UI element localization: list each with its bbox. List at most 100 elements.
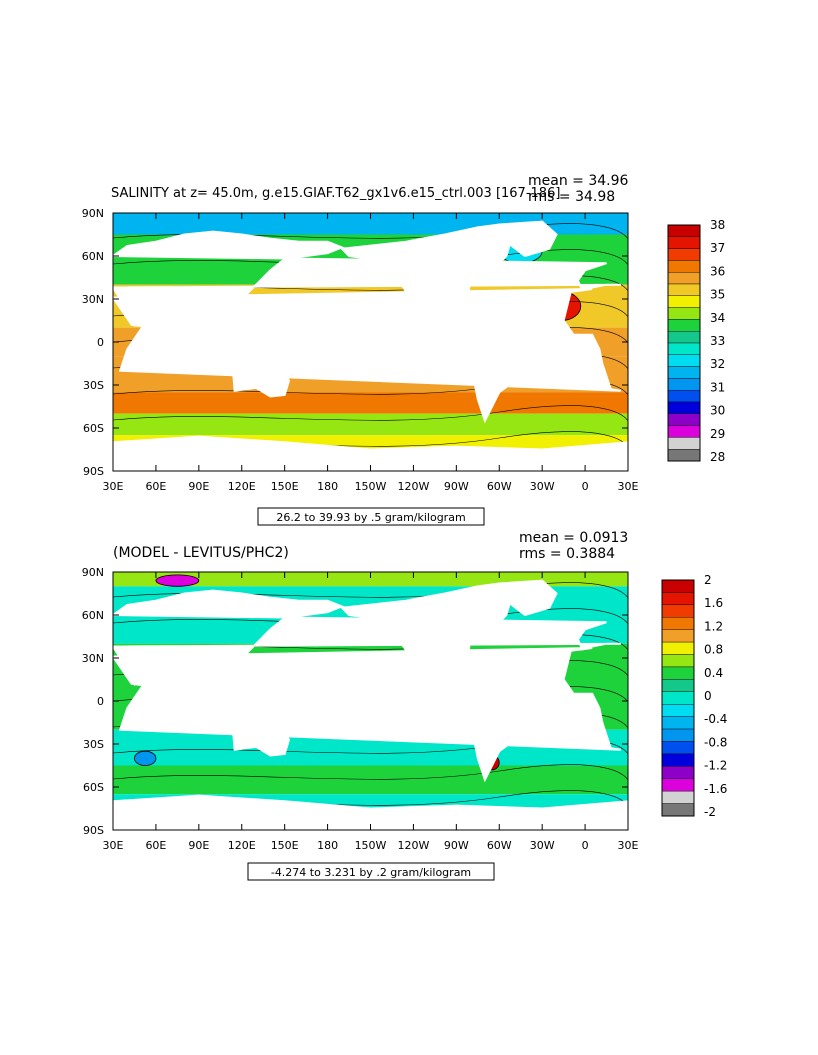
y-tick-label: 90N (82, 566, 104, 579)
salinity-map-panel: SALINITY at z= 45.0m, g.e15.GIAF.T62_gx1… (82, 173, 639, 526)
land-mask-greenland (497, 579, 558, 617)
colorbar-swatch (667, 437, 701, 450)
y-tick-label: 30N (82, 293, 104, 306)
y-tick-label: 30N (82, 652, 104, 665)
colorbar-swatch (667, 330, 701, 344)
y-tick-label: 60N (82, 250, 104, 263)
colorbar-swatch (667, 295, 701, 308)
x-tick-label: 60W (487, 480, 512, 493)
colorbar-swatch (661, 641, 695, 655)
colorbar-label: -0.8 (704, 735, 727, 749)
colorbar-swatch (661, 753, 695, 767)
colorbar-swatch (661, 790, 695, 804)
land-mask-africa (111, 647, 621, 751)
colorbar-swatch (667, 283, 701, 297)
ocean-band (113, 392, 628, 414)
colorbar-swatch (667, 260, 701, 273)
colorbar-label: 32 (710, 357, 725, 371)
range-label: -4.274 to 3.231 by .2 gram/kilogram (271, 866, 471, 879)
contour-line (112, 764, 629, 781)
y-tick-label: 60S (83, 422, 104, 435)
colorbar-label: -1.2 (704, 759, 727, 773)
land-mask-greenland (497, 220, 558, 258)
y-tick-label: 60S (83, 781, 104, 794)
colorbar-swatch (661, 704, 695, 717)
y-tick-label: 30S (83, 738, 104, 751)
map-plot-area: 30E 60E 90E 120E 150E 180 150W 120W 90W 60W 30W 0 30… (82, 207, 639, 493)
x-tick-label: 150W (355, 839, 387, 852)
colorbar-salinity: 38 37 36 35 34 33 32 31 30 29 28 (667, 218, 725, 464)
colorbar-swatch (667, 248, 701, 261)
colorbar-swatch (661, 741, 695, 755)
colorbar-swatch (661, 778, 695, 792)
contour-patch (155, 574, 200, 587)
colorbar-swatch (667, 307, 701, 320)
colorbar-frame (661, 579, 695, 817)
y-tick-label: 90S (83, 465, 104, 478)
x-tick-label: 60E (145, 480, 166, 493)
colorbar-swatch (667, 272, 701, 285)
colorbar-swatch (667, 413, 701, 426)
colorbar-swatch (667, 354, 701, 367)
x-tick-label: 60W (487, 839, 512, 852)
colorbar-swatch (667, 401, 701, 415)
colorbar-swatch (661, 679, 695, 692)
x-tick-label: 30E (103, 480, 124, 493)
colorbar-label: 33 (710, 334, 725, 348)
colorbar-label: 2 (704, 573, 712, 587)
mean-label: mean = 0.0913 (519, 530, 628, 546)
x-tick-label: 90W (444, 480, 469, 493)
colorbar-swatch (667, 236, 701, 249)
x-tick-label: 120E (228, 480, 256, 493)
colorbar-label: 29 (710, 427, 725, 441)
x-tick-label: 120W (397, 839, 429, 852)
land-mask-indonesia (205, 693, 289, 717)
x-tick-label: 90W (444, 839, 469, 852)
contour-line (112, 405, 629, 422)
colorbar-label: 0.8 (704, 643, 723, 657)
colorbar-swatch (667, 389, 701, 403)
colorbar-label: 1.6 (704, 596, 723, 610)
colorbar-label: 0.4 (704, 666, 723, 680)
colorbar-swatch (661, 803, 695, 817)
colorbar-label: 1.2 (704, 619, 723, 633)
land-mask-australia (232, 715, 291, 757)
colorbar-label: 36 (710, 264, 725, 278)
rms-label: rms = 0.3884 (519, 546, 615, 562)
colorbar-swatch (661, 617, 695, 630)
colorbar-label: 35 (710, 288, 725, 302)
colorbar-swatch (661, 592, 695, 606)
colorbar-swatch (661, 654, 695, 668)
colorbar-swatch (667, 342, 701, 356)
x-tick-label: 180 (317, 480, 338, 493)
x-tick-label: 120W (397, 480, 429, 493)
colorbar-swatch (667, 425, 701, 438)
x-tick-label: 30E (103, 839, 124, 852)
y-tick-label: 90N (82, 207, 104, 220)
colorbar-label: 38 (710, 218, 725, 232)
colorbar-swatch (661, 579, 695, 593)
range-label-box (257, 507, 485, 526)
colorbar-swatch (667, 319, 701, 332)
y-tick-label: 30S (83, 379, 104, 392)
ocean-band (113, 765, 628, 795)
contour-line (112, 738, 629, 755)
colorbar-swatch (661, 766, 695, 779)
contour-line (112, 379, 629, 396)
colorbar-label: -1.6 (704, 782, 727, 796)
y-tick-label: 60N (82, 609, 104, 622)
y-tick-label: 0 (97, 695, 104, 708)
panel-title: (MODEL - LEVITUS/PHC2) (113, 545, 289, 561)
difference-map-panel: (MODEL - LEVITUS/PHC2) mean = 0.0913 rms… (82, 530, 639, 881)
colorbar-swatch (661, 604, 695, 618)
colorbar-label: -0.4 (704, 712, 727, 726)
x-tick-label: 30E (618, 839, 639, 852)
colorbar-swatch (661, 691, 695, 705)
colorbar-label: 28 (710, 450, 725, 464)
rms-label: rms = 34.98 (528, 189, 615, 205)
colorbar-swatch (667, 448, 701, 462)
map-plot-area: 30E 60E 90E 120E 150E 180 150W 120W 90W 60W 30W 0 30… (82, 566, 639, 852)
land-mask-australia (232, 356, 291, 398)
range-label: 26.2 to 39.93 by .5 gram/kilogram (276, 511, 465, 524)
colorbar-label: 0 (704, 689, 712, 703)
